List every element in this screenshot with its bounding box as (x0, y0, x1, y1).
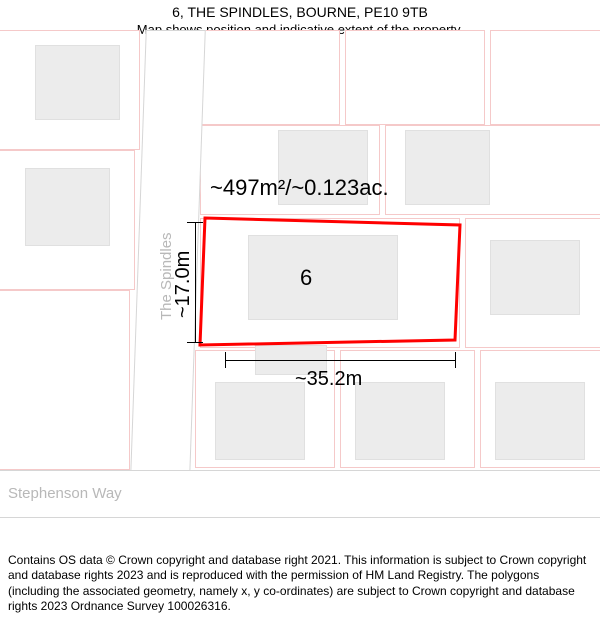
dim-height-tick (187, 222, 203, 223)
building (355, 382, 445, 460)
house-number: 6 (300, 265, 312, 291)
dim-width-tick (225, 352, 226, 368)
page-title: 6, THE SPINDLES, BOURNE, PE10 9TB (0, 4, 600, 20)
dim-width-tick (455, 352, 456, 368)
dim-width-label: ~35.2m (295, 368, 362, 391)
plot (200, 30, 340, 125)
area-label: ~497m²/~0.123ac. (210, 175, 389, 201)
building (248, 235, 398, 320)
dim-height-label: ~17.0m (172, 251, 195, 318)
building (490, 240, 580, 315)
dim-height-tick (187, 342, 203, 343)
footer-copyright: Contains OS data © Crown copyright and d… (0, 547, 600, 625)
plot (0, 290, 130, 470)
road-label-vertical: The Spindles (158, 232, 175, 320)
dim-height-line (195, 222, 196, 342)
building (25, 168, 110, 246)
building (215, 382, 305, 460)
building (495, 382, 585, 460)
plot (490, 30, 600, 125)
road-label-horizontal: Stephenson Way (8, 485, 122, 502)
building (405, 130, 490, 205)
plot (345, 30, 485, 125)
building (35, 45, 120, 120)
map-canvas: ~497m²/~0.123ac. 6 ~35.2m ~17.0m The Spi… (0, 40, 600, 530)
dim-width-line (225, 360, 455, 361)
